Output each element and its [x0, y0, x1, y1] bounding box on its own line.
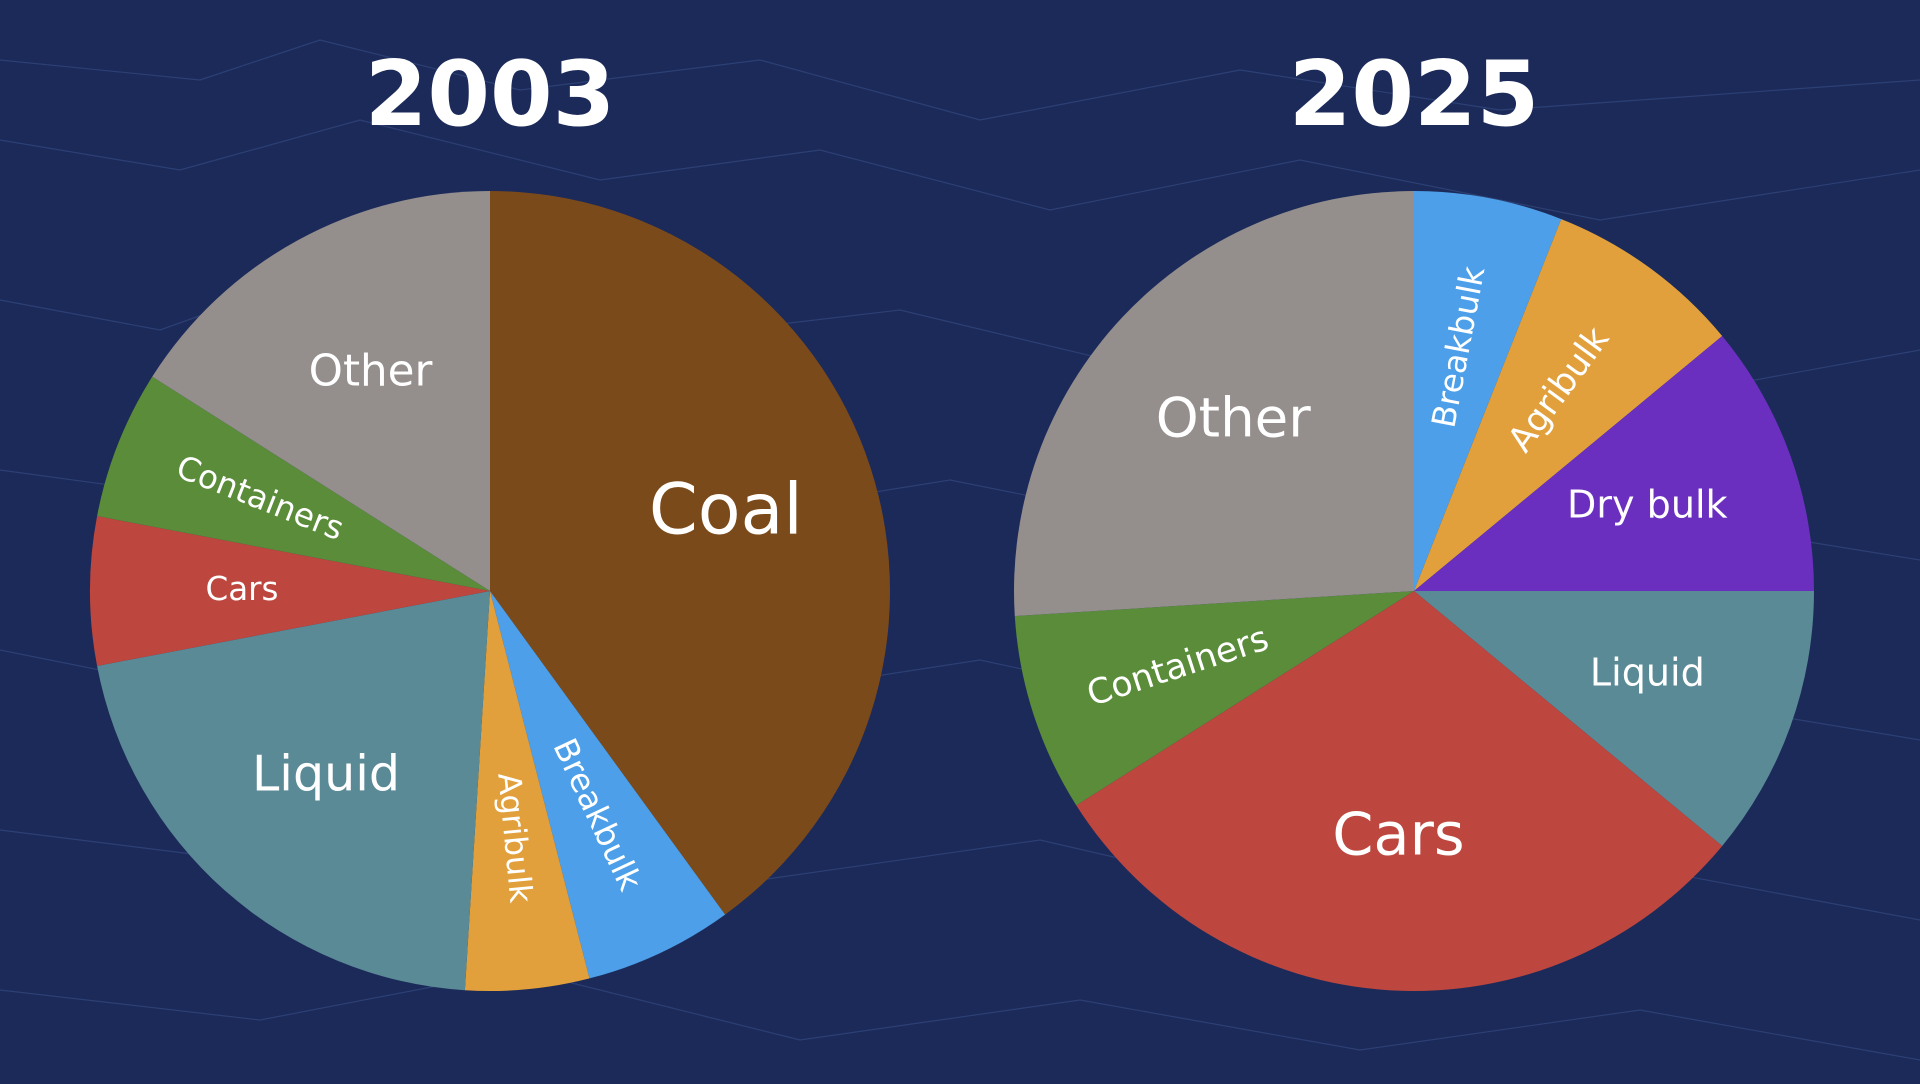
pie-slice: [1414, 219, 1723, 591]
slice-label: Dry bulk: [1567, 482, 1728, 526]
pies: 2003CoalBreakbulkAgribulkLiquidCarsConta…: [90, 42, 1814, 992]
chart-title: 2025: [1289, 42, 1540, 147]
chart-title: 2003: [365, 42, 616, 147]
pie-slice: [1414, 336, 1814, 591]
pie-slice: [1014, 191, 1414, 617]
slice-label: Other: [309, 347, 433, 397]
pie-slice: [1076, 591, 1723, 992]
pie-slice: [1414, 591, 1814, 846]
pie-slice: [490, 191, 890, 915]
pie-slice: [97, 591, 491, 991]
pie-slice: [97, 376, 491, 591]
pie-slice: [90, 516, 491, 666]
slice-label: Cars: [205, 570, 278, 608]
pie-slice: [152, 190, 490, 591]
pie-slice: [1414, 191, 1562, 591]
slice-label: Coal: [649, 468, 803, 550]
pie-slice: [490, 591, 726, 979]
slice-label: Liquid: [1590, 651, 1705, 695]
slice-label: Cars: [1332, 800, 1464, 869]
slice-label: Other: [1156, 385, 1312, 449]
slice-label: Liquid: [252, 745, 400, 803]
pie-slice: [464, 591, 590, 991]
pie-slice: [1014, 591, 1414, 806]
